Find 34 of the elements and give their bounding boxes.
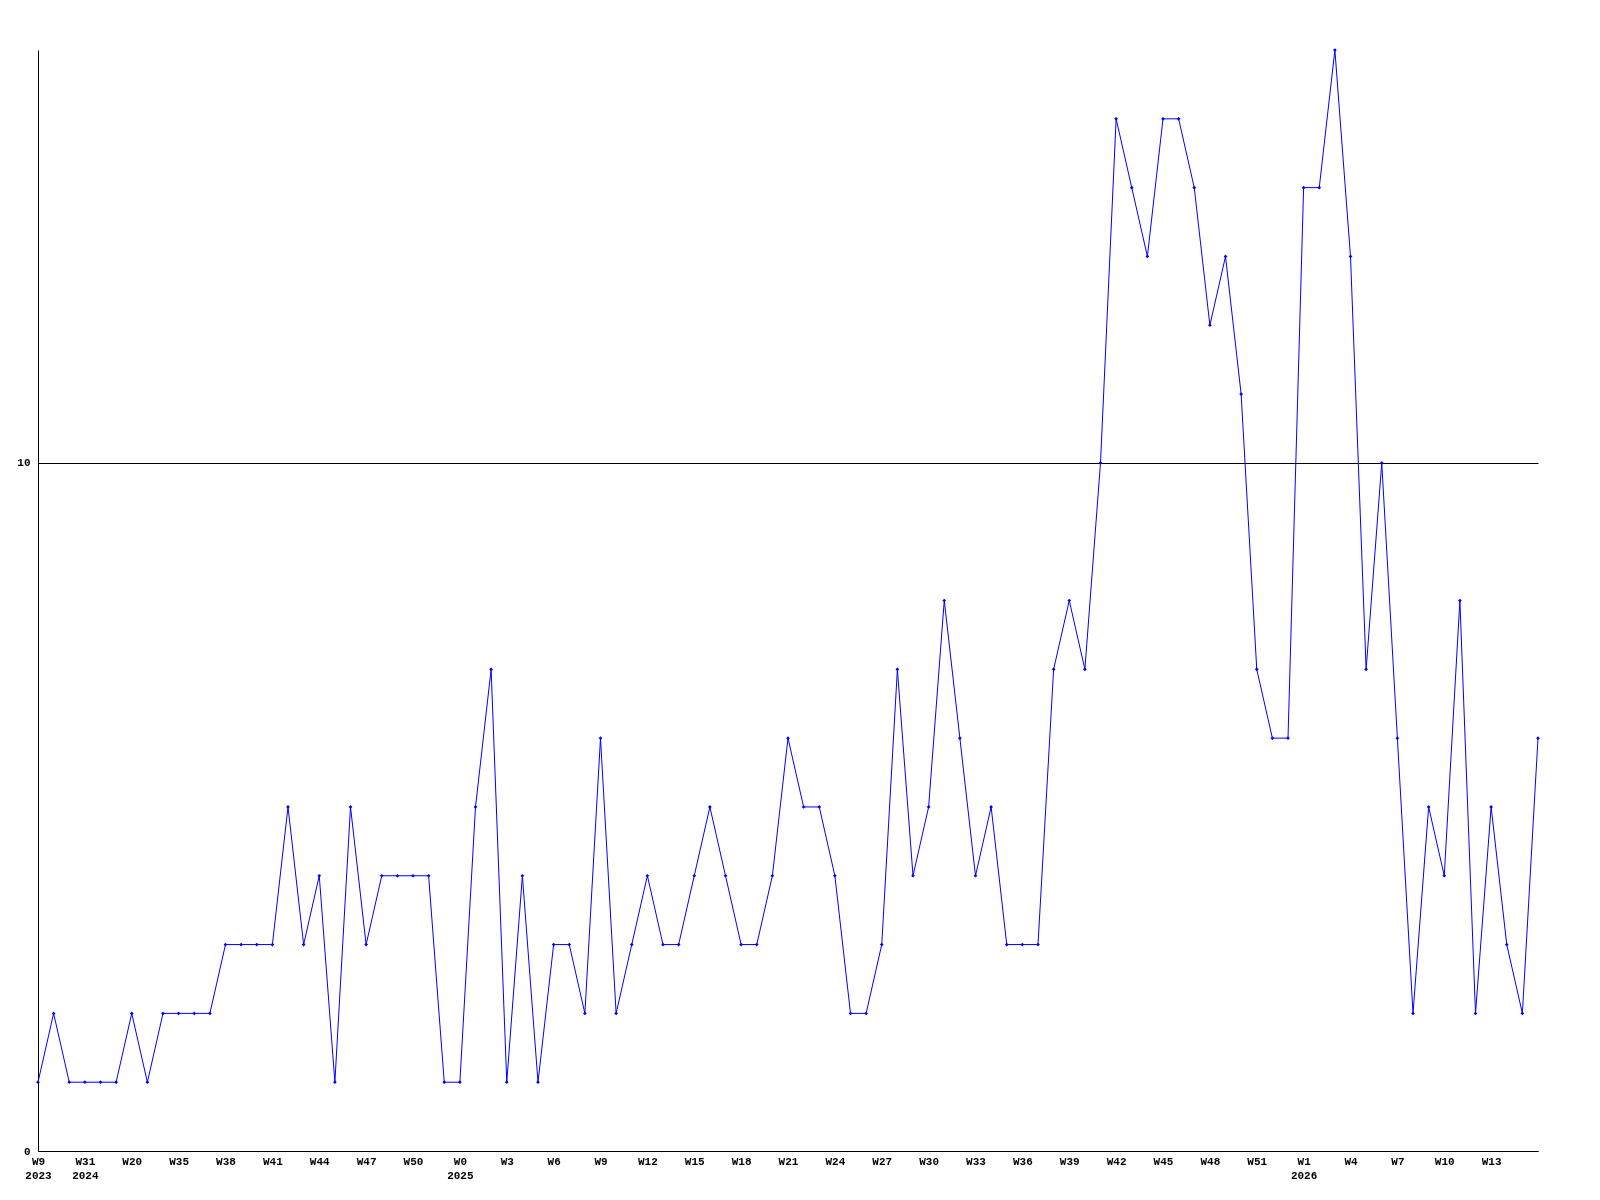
x-tick-label: W36	[1012, 1155, 1033, 1168]
x-tick-label: W24	[825, 1155, 846, 1168]
y-tick-label: 10	[17, 457, 31, 470]
x-tick-label: W39	[1059, 1155, 1080, 1168]
x-tick-label: W31 2024	[72, 1155, 99, 1182]
x-tick-label: W42	[1106, 1155, 1127, 1168]
x-tick-label: W15	[684, 1155, 706, 1168]
x-tick-label: W21	[778, 1155, 799, 1168]
x-tick-label: W7	[1391, 1155, 1405, 1168]
x-tick-label: W27	[872, 1155, 893, 1168]
x-tick-label: W9 2023	[25, 1155, 53, 1182]
x-tick-label: W47	[356, 1155, 377, 1168]
x-tick-label: W0 2025	[447, 1155, 474, 1182]
x-tick-label: W45	[1153, 1155, 1174, 1168]
x-tick-label: W18	[731, 1155, 752, 1168]
x-tick-label: W10	[1434, 1155, 1455, 1168]
x-tick-label: W20	[122, 1155, 143, 1168]
y-tick-label: 0	[23, 1145, 31, 1158]
x-tick-label: W6	[547, 1155, 561, 1168]
x-tick-label: W51	[1247, 1155, 1268, 1168]
x-tick-label: W50	[403, 1155, 424, 1168]
x-tick-label: W13	[1481, 1155, 1502, 1168]
x-tick-label: W30	[919, 1155, 940, 1168]
x-tick-label: W9	[594, 1155, 608, 1168]
x-tick-label: W4	[1344, 1155, 1358, 1168]
x-tick-label: W1 2026	[1290, 1155, 1318, 1182]
x-tick-label: W3	[500, 1155, 515, 1168]
x-tick-label: W44	[309, 1155, 331, 1168]
x-tick-label: W33	[966, 1155, 987, 1168]
x-tick-label: W12	[637, 1155, 658, 1168]
x-tick-label: W38	[216, 1155, 237, 1168]
x-tick-label: W41	[262, 1155, 284, 1168]
x-tick-label: W35	[169, 1155, 190, 1168]
x-tick-label: W48	[1200, 1155, 1221, 1168]
